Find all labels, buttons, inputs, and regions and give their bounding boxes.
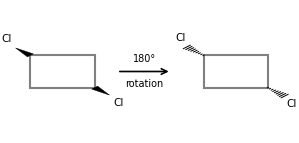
Text: Cl: Cl [1, 34, 11, 44]
Text: rotation: rotation [125, 79, 163, 89]
Text: Cl: Cl [175, 33, 185, 43]
Text: Cl: Cl [114, 98, 124, 108]
Text: Cl: Cl [286, 99, 296, 109]
Polygon shape [92, 86, 109, 95]
Polygon shape [16, 48, 33, 57]
Text: 180°: 180° [133, 54, 156, 64]
